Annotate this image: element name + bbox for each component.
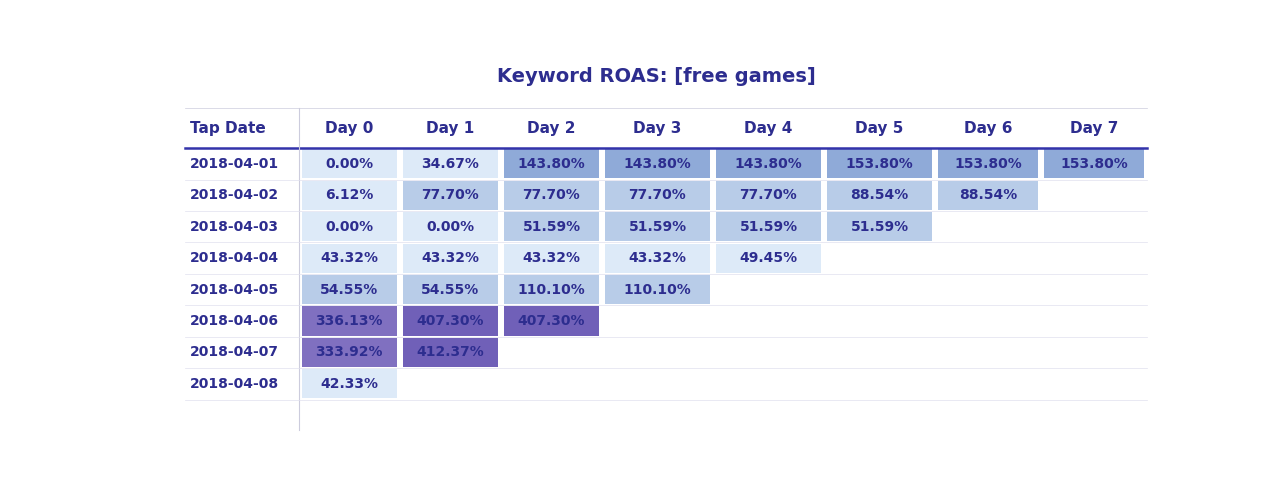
Text: 333.92%: 333.92% [316,345,383,360]
Bar [403,244,498,273]
Bar [504,307,599,336]
Text: 2018-04-03: 2018-04-03 [189,219,279,234]
Text: Day 0: Day 0 [325,121,374,136]
Text: Day 4: Day 4 [744,121,792,136]
Bar [938,149,1038,179]
Text: 51.59%: 51.59% [628,219,686,234]
Bar [302,338,397,367]
Bar [504,275,599,304]
Bar [605,181,710,210]
Text: 88.54%: 88.54% [959,188,1018,202]
Bar [403,181,498,210]
Text: 49.45%: 49.45% [740,251,797,265]
Text: 54.55%: 54.55% [421,282,480,297]
Text: 42.33%: 42.33% [320,377,379,391]
Text: 54.55%: 54.55% [320,282,379,297]
Bar [605,212,710,241]
Bar [827,181,932,210]
Text: 2018-04-05: 2018-04-05 [189,282,279,297]
Text: 0.00%: 0.00% [426,219,475,234]
Text: 407.30%: 407.30% [416,314,484,328]
Bar [504,149,599,179]
Text: Keyword ROAS: [free games]: Keyword ROAS: [free games] [497,66,815,86]
Text: 0.00%: 0.00% [325,219,374,234]
Text: 77.70%: 77.70% [522,188,580,202]
Bar [716,212,820,241]
Text: 412.37%: 412.37% [416,345,484,360]
Bar [605,275,710,304]
Text: Day 5: Day 5 [855,121,904,136]
Bar [302,181,397,210]
Text: 153.80%: 153.80% [1060,157,1128,171]
Text: 2018-04-08: 2018-04-08 [189,377,279,391]
Text: 6.12%: 6.12% [325,188,374,202]
Text: 153.80%: 153.80% [954,157,1021,171]
Bar [302,307,397,336]
Bar [827,212,932,241]
Bar [1044,149,1144,179]
Text: 143.80%: 143.80% [735,157,803,171]
Bar [403,275,498,304]
Bar [605,244,710,273]
Text: Day 1: Day 1 [426,121,475,136]
Bar [302,275,397,304]
Text: 51.59%: 51.59% [850,219,909,234]
Text: 34.67%: 34.67% [421,157,479,171]
Text: 51.59%: 51.59% [740,219,797,234]
Bar [403,212,498,241]
Text: 43.32%: 43.32% [628,251,686,265]
Text: 77.70%: 77.70% [740,188,797,202]
Text: 2018-04-01: 2018-04-01 [189,157,279,171]
Bar [302,244,397,273]
Bar [716,181,820,210]
Bar [504,244,599,273]
Text: Tap Date: Tap Date [189,121,265,136]
Text: 77.70%: 77.70% [421,188,479,202]
Text: 77.70%: 77.70% [628,188,686,202]
Text: 43.32%: 43.32% [320,251,379,265]
Text: 110.10%: 110.10% [517,282,585,297]
Text: 0.00%: 0.00% [325,157,374,171]
Text: Day 6: Day 6 [964,121,1012,136]
Text: 2018-04-07: 2018-04-07 [189,345,279,360]
Text: 2018-04-04: 2018-04-04 [189,251,279,265]
Text: 51.59%: 51.59% [522,219,581,234]
Bar [716,244,820,273]
Text: 110.10%: 110.10% [623,282,691,297]
Bar [938,181,1038,210]
Bar [302,212,397,241]
Text: 88.54%: 88.54% [850,188,909,202]
Text: 407.30%: 407.30% [517,314,585,328]
Bar [403,338,498,367]
Text: 2018-04-06: 2018-04-06 [189,314,279,328]
Bar [302,369,397,399]
Bar [504,181,599,210]
Text: Day 7: Day 7 [1070,121,1119,136]
Text: 153.80%: 153.80% [846,157,914,171]
Text: 143.80%: 143.80% [623,157,691,171]
Bar [716,149,820,179]
Bar [403,307,498,336]
Bar [827,149,932,179]
Text: Day 2: Day 2 [527,121,576,136]
Text: 43.32%: 43.32% [522,251,580,265]
Text: 43.32%: 43.32% [421,251,480,265]
Bar [504,212,599,241]
Text: 336.13%: 336.13% [316,314,383,328]
Bar [403,149,498,179]
Text: Day 3: Day 3 [634,121,682,136]
Text: 143.80%: 143.80% [517,157,585,171]
Bar [302,149,397,179]
Text: 2018-04-02: 2018-04-02 [189,188,279,202]
Bar [605,149,710,179]
